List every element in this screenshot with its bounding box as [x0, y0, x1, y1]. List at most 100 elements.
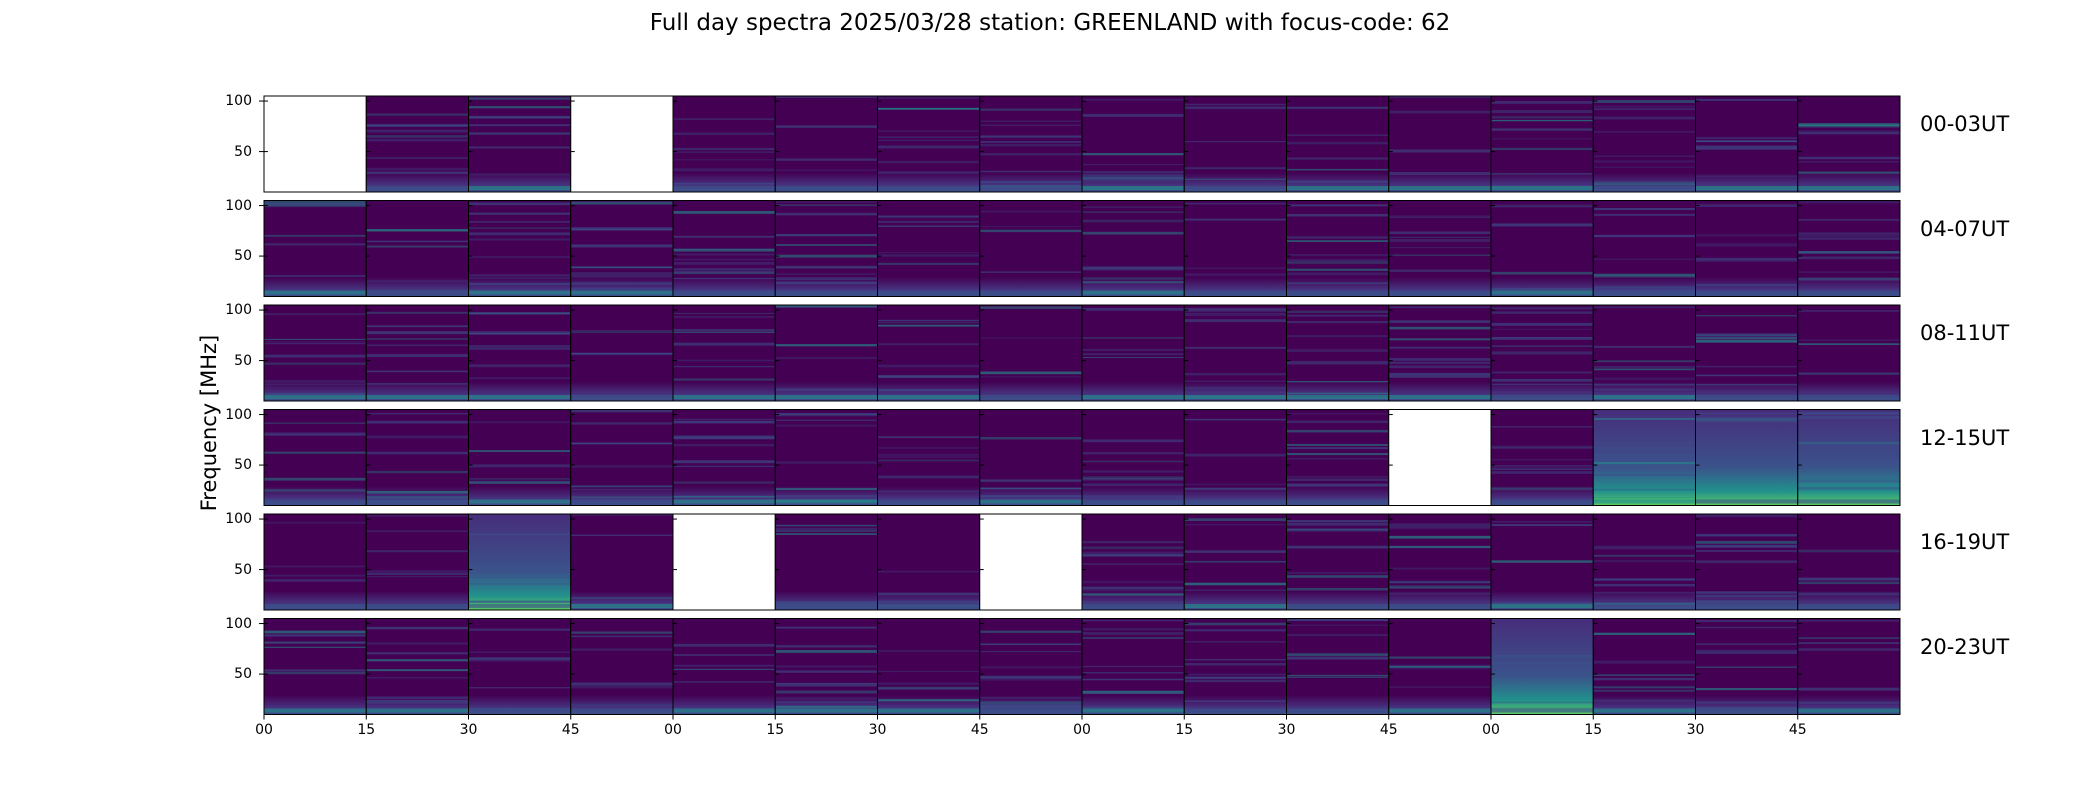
spectrum-panel — [1490, 200, 1594, 297]
rfi-line — [264, 203, 367, 207]
rfi-line — [673, 268, 776, 271]
rfi-line — [468, 345, 571, 347]
rfi-line — [775, 645, 878, 648]
rfi-line — [570, 597, 673, 600]
rfi-line — [1797, 637, 1900, 639]
rfi-line — [366, 113, 469, 116]
rfi-line — [673, 118, 776, 121]
rfi-line — [1491, 560, 1594, 563]
rfi-line — [1593, 689, 1696, 692]
rfi-line — [1491, 707, 1594, 709]
rfi-line — [1695, 315, 1798, 317]
rfi-line — [468, 377, 571, 380]
rfi-line — [1082, 231, 1185, 235]
low-band — [1695, 186, 1798, 190]
rfi-line — [1593, 288, 1696, 292]
rfi-line — [1695, 600, 1798, 604]
rfi-line — [1388, 526, 1491, 528]
low-band — [1695, 708, 1798, 713]
rfi-line — [1797, 372, 1900, 375]
spectrum-panel — [1592, 95, 1696, 193]
rfi-line — [1695, 243, 1798, 245]
rfi-line — [1286, 618, 1389, 622]
rfi-line — [1082, 551, 1185, 555]
rfi-line — [775, 487, 878, 491]
rfi-line — [468, 481, 571, 484]
rfi-line — [673, 262, 776, 265]
spectrum-panel — [1286, 95, 1390, 193]
rfi-line — [1797, 124, 1900, 128]
rfi-line — [1797, 200, 1900, 204]
low-band — [1184, 499, 1287, 504]
rfi-line — [775, 234, 878, 237]
rfi-line — [1491, 271, 1594, 275]
low-band — [570, 604, 673, 608]
rfi-line — [366, 370, 469, 373]
rfi-line — [673, 211, 776, 214]
rfi-line — [877, 252, 980, 254]
rfi-line — [1797, 256, 1900, 260]
rfi-line — [1491, 426, 1594, 428]
spectrum-panel — [1797, 95, 1901, 193]
rfi-line — [468, 312, 571, 315]
rfi-line — [775, 254, 878, 258]
panel-border — [1797, 618, 1901, 715]
panel-background — [468, 96, 571, 192]
rfi-line — [1695, 374, 1798, 377]
low-band — [877, 708, 980, 713]
rfi-line — [468, 576, 571, 578]
rfi-line — [1286, 656, 1389, 660]
rfi-line — [1082, 307, 1185, 311]
rfi-line — [366, 125, 469, 127]
rfi-line — [1695, 534, 1798, 537]
row-time-label: 08-11UT — [1920, 321, 2010, 345]
rfi-line — [1286, 431, 1389, 433]
rfi-line — [1082, 206, 1185, 208]
rfi-line — [1593, 208, 1696, 211]
rfi-line — [1491, 470, 1594, 474]
rfi-line — [468, 651, 571, 653]
rfi-line — [1695, 340, 1798, 342]
rfi-line — [264, 392, 367, 396]
rfi-line — [1491, 487, 1594, 491]
rfi-line — [1184, 659, 1287, 661]
rfi-line — [979, 225, 1082, 227]
rfi-line — [1797, 277, 1900, 280]
rfi-line — [1184, 641, 1287, 643]
rfi-line — [570, 485, 673, 488]
low-band — [673, 186, 776, 190]
rfi-line — [979, 704, 1082, 707]
rfi-line — [1184, 319, 1287, 323]
rfi-line — [877, 682, 980, 685]
rfi-line — [1695, 337, 1798, 340]
spectrum-panel — [979, 618, 1083, 715]
rfi-line — [673, 444, 776, 447]
rfi-line — [877, 699, 980, 702]
rfi-line — [1695, 244, 1798, 247]
panel-background — [1388, 514, 1491, 610]
rfi-line — [1695, 283, 1798, 287]
rfi-line — [1593, 463, 1696, 465]
rfi-line — [877, 650, 980, 652]
spectrum-panel — [468, 409, 572, 506]
rfi-line — [979, 488, 1082, 489]
rfi-line — [1388, 535, 1491, 539]
spectrum-panel — [774, 95, 878, 193]
rfi-line — [1695, 417, 1798, 421]
low-band — [1797, 395, 1900, 399]
low-band — [1082, 395, 1185, 399]
rfi-line — [775, 273, 878, 275]
low-band — [1491, 395, 1594, 399]
rfi-line — [366, 325, 469, 328]
rfi-line — [570, 496, 673, 499]
spectrum-panel — [1388, 200, 1492, 297]
rfi-line — [468, 132, 571, 135]
rfi-line — [1082, 153, 1185, 156]
rfi-line — [468, 564, 571, 567]
rfi-line — [1797, 123, 1900, 126]
low-band — [775, 604, 878, 608]
y-tick-label: 50 — [234, 143, 252, 160]
rfi-line — [366, 530, 469, 532]
panel-background — [1797, 409, 1900, 506]
rfi-line — [1695, 626, 1798, 629]
